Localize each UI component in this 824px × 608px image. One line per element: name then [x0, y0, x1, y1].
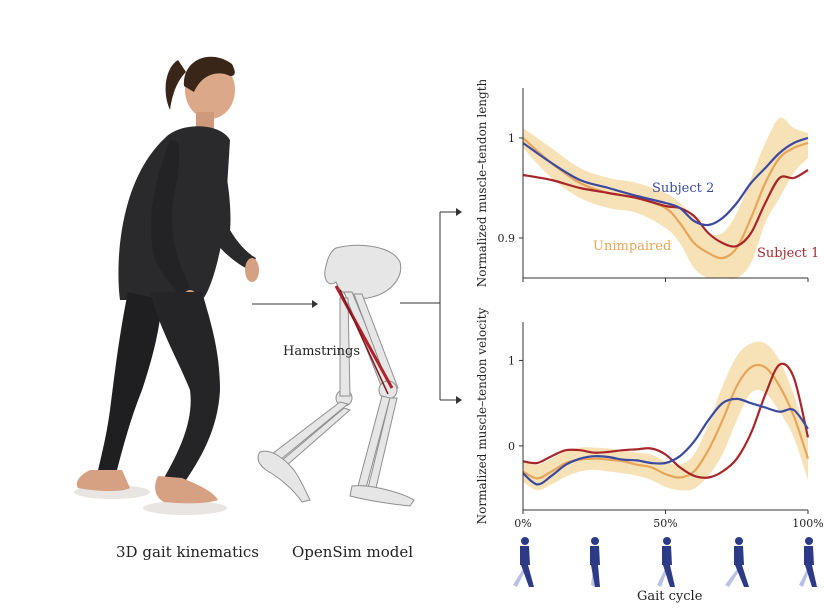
x-tick-label: 100% — [792, 517, 823, 530]
y-axis-label: Normalized muscle–tendon length — [475, 80, 489, 287]
x-tick-label: 0% — [514, 517, 531, 530]
subject2-line — [522, 136, 809, 227]
y-axis-label: Normalized muscle–tendon velocity — [475, 307, 489, 524]
subject1-label: Subject 1 — [757, 246, 819, 261]
unimpaired-band — [523, 117, 808, 280]
x-tick-label: 50% — [653, 517, 677, 530]
gait-person-photo — [74, 56, 259, 515]
walker-figure — [657, 537, 675, 587]
walker-figure — [590, 537, 600, 587]
caption-model: OpenSim model — [292, 543, 414, 561]
walker-figure — [725, 537, 749, 587]
caption-hamstrings: Hamstrings — [283, 344, 361, 359]
gait-walkers-row — [513, 537, 817, 587]
caption-kinematics: 3D gait kinematics — [116, 543, 259, 561]
y-tick-label: 1 — [508, 132, 515, 145]
walker-figure — [513, 537, 534, 587]
unimpaired-band — [523, 341, 808, 491]
arrow-to-model — [252, 300, 318, 308]
unimpaired-label: Unimpaired — [593, 239, 671, 254]
walker-figure — [799, 537, 817, 587]
velocity-chart: 0 1 0% 50% 100% Normalized muscle–tendon velo… — [475, 307, 824, 530]
unimpaired-line — [522, 137, 809, 260]
y-tick-label: 0.9 — [498, 232, 516, 245]
y-tick-label: 0 — [508, 440, 515, 453]
charts-panel: 0.9 1 Normalized muscle–tendon length Subje… — [475, 80, 824, 530]
gait-cycle-label: Gait cycle — [637, 589, 703, 604]
length-chart: 0.9 1 Normalized muscle–tendon length Subje… — [475, 80, 819, 287]
branch-arrows — [400, 208, 462, 404]
y-tick-label: 1 — [508, 354, 515, 367]
opensim-skeleton-model — [257, 244, 415, 507]
subject2-line — [522, 397, 809, 486]
subject2-label: Subject 2 — [652, 181, 714, 196]
